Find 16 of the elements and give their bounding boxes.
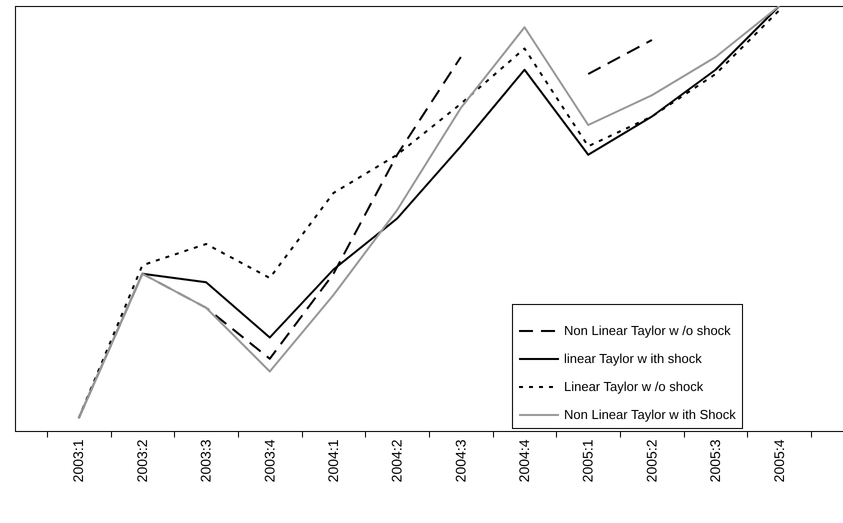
x-tick-label: 2004:4 bbox=[516, 439, 532, 482]
x-tick-label: 2003:1 bbox=[70, 439, 86, 482]
x-tick-label: 2003:4 bbox=[261, 439, 278, 482]
legend-label: Non Linear Taylor w ith Shock bbox=[564, 407, 736, 422]
x-tick-label: 2004:1 bbox=[324, 439, 341, 482]
legend-label: Non Linear Taylor w /o shock bbox=[564, 323, 732, 338]
x-tick-label: 2005:4 bbox=[770, 439, 787, 482]
x-tick-label: 2005:3 bbox=[707, 439, 724, 482]
x-tick-label: 2003:3 bbox=[198, 439, 214, 482]
legend-label: Linear Taylor w /o shock bbox=[564, 379, 704, 394]
legend-label: linear Taylor w ith shock bbox=[564, 351, 702, 366]
x-tick-label: 2005:2 bbox=[643, 439, 660, 482]
x-tick-label: 2004:3 bbox=[452, 439, 468, 482]
x-tick-label: 2005:1 bbox=[580, 439, 596, 482]
x-tick-label: 2004:2 bbox=[388, 439, 405, 482]
x-tick-label: 2003:2 bbox=[134, 439, 150, 482]
